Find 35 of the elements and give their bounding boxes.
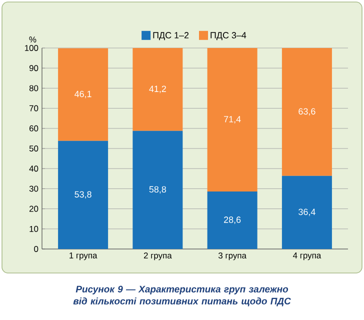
text: Рисунок 9 — Характеристика груп залежно від кількості позитивних питань щодо ПДС bbox=[73, 286, 291, 306]
data-label: 71,4 bbox=[224, 116, 241, 124]
bar bbox=[132, 48, 183, 131]
legend-label: ПДС 1–2 bbox=[153, 32, 189, 40]
data-label: 63,6 bbox=[298, 108, 316, 116]
data-label: 28,6 bbox=[224, 216, 241, 224]
data-label: 46,1 bbox=[74, 90, 92, 98]
x-tick-label: 3 група bbox=[218, 252, 246, 260]
y-tick-label: 50 bbox=[29, 146, 38, 152]
y-tick-label: 80 bbox=[29, 85, 38, 92]
y-tick-label: 70 bbox=[30, 105, 38, 112]
y-tick-label: 90 bbox=[29, 65, 38, 72]
y-tick-label: 20 bbox=[29, 206, 38, 212]
x-tick-label: 4 група bbox=[292, 252, 322, 260]
y-axis-title: % bbox=[29, 36, 36, 42]
data-label: 36,4 bbox=[298, 208, 316, 216]
bar bbox=[58, 140, 108, 249]
data-label: 53,8 bbox=[74, 191, 92, 199]
bar bbox=[282, 48, 332, 176]
legend-label: ПДС 3–4 bbox=[210, 32, 246, 40]
y-tick-label: 10 bbox=[30, 226, 38, 232]
bar bbox=[207, 48, 258, 192]
bar bbox=[207, 192, 258, 249]
y-tick-label: 60 bbox=[30, 125, 38, 132]
y-tick-label: 0 bbox=[34, 246, 38, 252]
bar bbox=[282, 176, 332, 249]
data-label: 58,8 bbox=[149, 186, 166, 194]
bar bbox=[58, 48, 108, 141]
y-tick-label: 100 bbox=[24, 45, 38, 51]
y-tick-label: 40 bbox=[29, 166, 38, 172]
x-tick-label: 1 група bbox=[70, 252, 98, 260]
data-label: 41,2 bbox=[149, 86, 166, 94]
y-tick-label: 30 bbox=[29, 186, 38, 192]
bar bbox=[132, 130, 183, 249]
x-tick-label: 2 група bbox=[144, 252, 172, 260]
